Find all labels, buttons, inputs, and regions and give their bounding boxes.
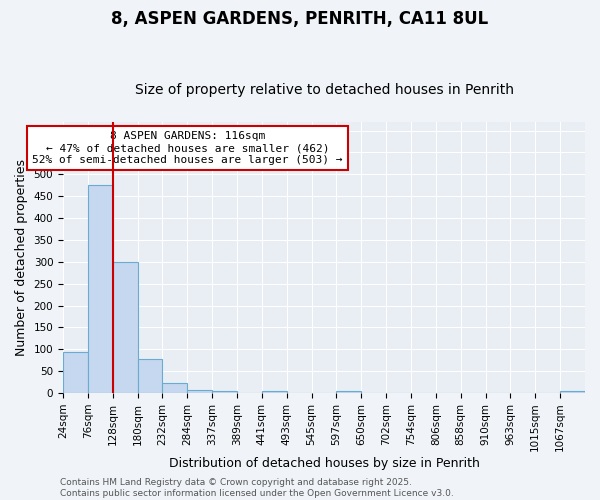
Title: Size of property relative to detached houses in Penrith: Size of property relative to detached ho… bbox=[134, 83, 514, 97]
Bar bbox=[113, 262, 137, 393]
Y-axis label: Number of detached properties: Number of detached properties bbox=[15, 159, 28, 356]
X-axis label: Distribution of detached houses by size in Penrith: Distribution of detached houses by size … bbox=[169, 457, 479, 470]
Bar bbox=[337, 391, 361, 393]
Bar bbox=[262, 391, 287, 393]
Text: 8, ASPEN GARDENS, PENRITH, CA11 8UL: 8, ASPEN GARDENS, PENRITH, CA11 8UL bbox=[112, 10, 488, 28]
Text: Contains HM Land Registry data © Crown copyright and database right 2025.
Contai: Contains HM Land Registry data © Crown c… bbox=[60, 478, 454, 498]
Bar bbox=[88, 185, 113, 393]
Bar bbox=[212, 391, 237, 393]
Bar bbox=[560, 391, 585, 393]
Bar bbox=[63, 352, 88, 393]
Bar bbox=[137, 359, 163, 393]
Bar bbox=[163, 384, 187, 393]
Bar bbox=[187, 390, 212, 393]
Text: 8 ASPEN GARDENS: 116sqm
← 47% of detached houses are smaller (462)
52% of semi-d: 8 ASPEN GARDENS: 116sqm ← 47% of detache… bbox=[32, 132, 343, 164]
